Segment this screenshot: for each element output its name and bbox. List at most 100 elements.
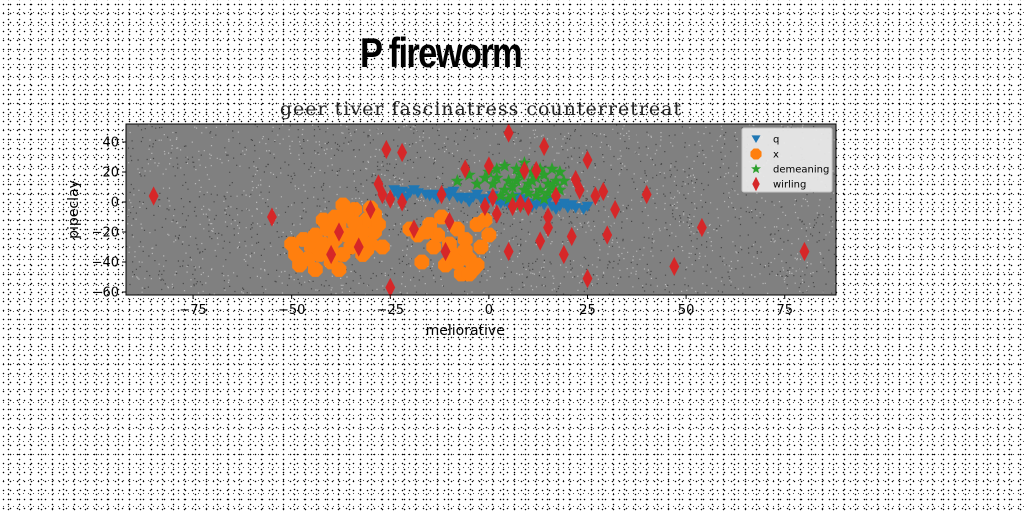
point-demeaning xyxy=(525,174,539,187)
point-wirling xyxy=(503,123,514,143)
point-x xyxy=(315,212,331,228)
x-tick-label: −75 xyxy=(179,303,206,318)
series-wirling xyxy=(148,123,810,298)
point-wirling xyxy=(543,217,554,238)
point-wirling xyxy=(507,196,518,217)
point-wirling xyxy=(574,180,585,200)
point-q xyxy=(581,201,594,212)
point-q xyxy=(407,185,420,196)
point-q xyxy=(392,189,405,200)
point-demeaning xyxy=(486,177,500,190)
point-wirling xyxy=(385,189,396,209)
point-wirling xyxy=(558,244,569,265)
point-wirling xyxy=(539,136,550,157)
y-tick-label: −40 xyxy=(92,256,119,271)
point-wirling xyxy=(408,219,419,239)
point-wirling xyxy=(353,237,364,257)
point-wirling xyxy=(519,160,530,181)
point-demeaning xyxy=(545,162,559,175)
plot-frame xyxy=(125,123,837,296)
point-wirling xyxy=(602,225,613,245)
point-demeaning xyxy=(533,162,547,175)
point-x xyxy=(477,212,493,228)
x-tick-label: 50 xyxy=(678,303,695,318)
point-x xyxy=(438,257,453,273)
point-x xyxy=(331,262,347,277)
point-demeaning xyxy=(490,162,504,175)
point-q xyxy=(557,198,570,209)
point-wirling xyxy=(397,192,408,212)
y-tick-label: 20 xyxy=(102,166,119,181)
point-wirling xyxy=(266,207,277,227)
point-q xyxy=(494,198,507,209)
point-demeaning xyxy=(490,171,504,184)
y-tick-label: 0 xyxy=(111,196,119,211)
point-x xyxy=(469,257,485,273)
y-axis-label: pipeclay xyxy=(66,180,82,239)
point-demeaning xyxy=(537,192,551,205)
point-wirling xyxy=(582,268,593,289)
point-q xyxy=(471,189,484,200)
legend-label-wirling: wirling xyxy=(773,180,806,191)
point-demeaning xyxy=(478,171,492,184)
point-wirling xyxy=(491,204,502,224)
point-x xyxy=(288,247,303,262)
point-wirling xyxy=(696,217,707,238)
point-wirling xyxy=(436,184,447,205)
x-tick-label: −25 xyxy=(377,303,404,318)
point-wirling xyxy=(531,160,542,181)
legend-marker-demeaning xyxy=(751,163,761,174)
point-wirling xyxy=(487,187,498,208)
point-wirling xyxy=(444,211,455,232)
point-demeaning xyxy=(521,177,535,190)
point-demeaning xyxy=(545,180,559,193)
point-demeaning xyxy=(470,177,484,190)
point-wirling xyxy=(523,196,534,217)
legend-marker-q xyxy=(751,135,761,144)
legend-box xyxy=(741,127,833,193)
point-wirling xyxy=(582,150,593,170)
point-x xyxy=(457,242,473,258)
point-demeaning xyxy=(501,174,516,187)
point-demeaning xyxy=(513,168,528,181)
point-wirling xyxy=(566,226,577,247)
chart-title: geer tiver fascinatress counterretreat xyxy=(280,98,682,120)
point-x xyxy=(449,221,465,237)
point-wirling xyxy=(479,196,490,217)
point-x xyxy=(414,254,430,270)
point-wirling xyxy=(381,139,392,160)
point-wirling xyxy=(543,207,554,227)
point-x xyxy=(335,197,351,213)
point-demeaning xyxy=(505,189,520,202)
point-wirling xyxy=(377,184,388,205)
point-x xyxy=(481,227,497,243)
legend-marker-wirling xyxy=(752,176,760,192)
point-demeaning xyxy=(541,177,555,190)
x-tick-label: 0 xyxy=(485,303,493,318)
y-tick-label: −20 xyxy=(92,226,119,241)
point-q xyxy=(423,191,436,202)
point-demeaning xyxy=(557,174,571,187)
legend-label-demeaning: demeaning xyxy=(773,165,829,176)
point-wirling xyxy=(503,241,514,262)
point-q xyxy=(565,200,578,211)
y-tick-label: 40 xyxy=(102,136,119,151)
point-demeaning xyxy=(517,183,532,196)
x-tick-label: 75 xyxy=(776,303,793,318)
point-wirling xyxy=(365,199,376,220)
point-wirling xyxy=(669,256,680,277)
point-demeaning xyxy=(533,183,547,196)
point-wirling xyxy=(550,186,561,206)
point-wirling xyxy=(799,241,810,262)
data-marks xyxy=(148,123,810,298)
axis-ticks: −75 −50 −25 0 25 50 75 −60 −40 −20 0 20 40 xyxy=(92,136,793,319)
point-x xyxy=(375,239,390,255)
point-wirling xyxy=(483,156,494,176)
point-x xyxy=(449,254,465,270)
point-wirling xyxy=(535,231,546,251)
point-wirling xyxy=(641,184,652,205)
point-q xyxy=(463,197,476,208)
point-x xyxy=(430,227,445,243)
point-wirling xyxy=(334,222,344,242)
